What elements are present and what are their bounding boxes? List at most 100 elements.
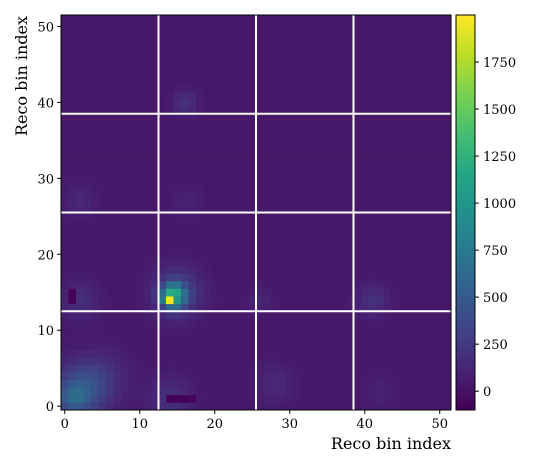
heatmap-cell xyxy=(158,52,167,61)
heatmap-cell xyxy=(331,372,339,381)
heatmap-cell xyxy=(331,402,339,411)
heatmap-cell xyxy=(278,189,287,198)
heatmap-cell xyxy=(391,311,399,320)
heatmap-cell xyxy=(76,52,84,61)
heatmap-cell xyxy=(256,128,264,137)
heatmap-cell xyxy=(68,341,77,350)
heatmap-cell xyxy=(188,250,197,259)
heatmap-cell xyxy=(361,197,369,206)
heatmap-cell xyxy=(248,318,257,327)
heatmap-cell xyxy=(113,174,122,183)
heatmap-cell xyxy=(151,204,159,213)
heatmap-cell xyxy=(136,22,144,31)
heatmap-cell xyxy=(421,242,429,251)
heatmap-cell xyxy=(143,15,152,23)
heatmap-cell xyxy=(443,151,452,160)
heatmap-cell xyxy=(91,121,99,130)
heatmap-cell xyxy=(346,15,354,23)
heatmap-cell xyxy=(106,182,114,191)
heatmap-cell xyxy=(286,151,294,160)
heatmap-cell xyxy=(346,273,354,282)
heatmap-cell xyxy=(256,394,264,403)
heatmap-cell xyxy=(151,98,159,107)
heatmap-cell xyxy=(68,83,77,92)
heatmap-cell xyxy=(218,144,227,153)
x-tick-label: 0 xyxy=(61,417,69,432)
heatmap-cell xyxy=(203,242,212,251)
heatmap-cell xyxy=(226,90,234,99)
heatmap-cell xyxy=(98,75,107,84)
heatmap-cell xyxy=(61,303,69,312)
heatmap-cell xyxy=(383,151,392,160)
heatmap-cell xyxy=(128,144,137,153)
heatmap-cell xyxy=(331,90,339,99)
heatmap-cell xyxy=(181,265,189,274)
heatmap-cell xyxy=(113,303,122,312)
heatmap-cell xyxy=(136,349,144,358)
heatmap-cell xyxy=(248,212,257,221)
heatmap-cell xyxy=(68,128,77,137)
heatmap-cell xyxy=(128,250,137,259)
heatmap-cell xyxy=(413,159,422,168)
heatmap-cell xyxy=(113,189,122,198)
heatmap-cell xyxy=(256,75,264,84)
heatmap-cell xyxy=(136,235,144,244)
heatmap-cell xyxy=(383,311,392,320)
heatmap-cell xyxy=(376,204,384,213)
heatmap-cell xyxy=(271,128,279,137)
heatmap-cell xyxy=(413,379,422,388)
heatmap-cell xyxy=(391,52,399,61)
heatmap-cell xyxy=(323,288,332,297)
heatmap-cell xyxy=(91,280,99,289)
heatmap-cell xyxy=(136,60,144,69)
heatmap-cell xyxy=(293,318,302,327)
heatmap-cell xyxy=(376,273,384,282)
heatmap-cell xyxy=(256,212,264,221)
heatmap-cell xyxy=(368,83,377,92)
heatmap-cell xyxy=(398,258,407,267)
heatmap-cell xyxy=(368,349,377,358)
heatmap-cell xyxy=(278,98,287,107)
heatmap-cell xyxy=(173,318,182,327)
heatmap-cell xyxy=(263,128,272,137)
heatmap-cell xyxy=(226,197,234,206)
heatmap-cell xyxy=(83,121,92,130)
heatmap-cell xyxy=(233,144,242,153)
heatmap-cell xyxy=(166,83,174,92)
heatmap-cell xyxy=(68,387,77,396)
heatmap-cell xyxy=(188,394,197,403)
heatmap-cell xyxy=(323,98,332,107)
heatmap-cell xyxy=(203,250,212,259)
heatmap-cell xyxy=(263,166,272,175)
heatmap-cell xyxy=(203,159,212,168)
heatmap-cell xyxy=(121,265,129,274)
heatmap-cell xyxy=(113,341,122,350)
heatmap-cell xyxy=(406,15,414,23)
heatmap-cell xyxy=(361,15,369,23)
heatmap-cell xyxy=(128,166,137,175)
heatmap-cell xyxy=(151,311,159,320)
heatmap-cell xyxy=(248,364,257,373)
heatmap-cell xyxy=(106,326,114,335)
heatmap-cell xyxy=(353,90,362,99)
heatmap-cell xyxy=(323,144,332,153)
heatmap-cell xyxy=(436,318,444,327)
heatmap-cell xyxy=(443,349,452,358)
heatmap-cell xyxy=(413,204,422,213)
heatmap-cell xyxy=(61,387,69,396)
heatmap-cell xyxy=(143,387,152,396)
heatmap-cell xyxy=(263,258,272,267)
heatmap-cell xyxy=(226,250,234,259)
heatmap-cell xyxy=(113,220,122,229)
heatmap-cell xyxy=(218,258,227,267)
heatmap-cell xyxy=(248,273,257,282)
heatmap-cell xyxy=(113,334,122,343)
heatmap-cell xyxy=(398,113,407,122)
heatmap-cell xyxy=(391,220,399,229)
heatmap-cell xyxy=(316,212,324,221)
colorbar-tick-label: 500 xyxy=(483,291,508,306)
heatmap-cell xyxy=(203,349,212,358)
heatmap-cell xyxy=(76,113,84,122)
heatmap-cell xyxy=(128,387,137,396)
heatmap-cell xyxy=(361,90,369,99)
